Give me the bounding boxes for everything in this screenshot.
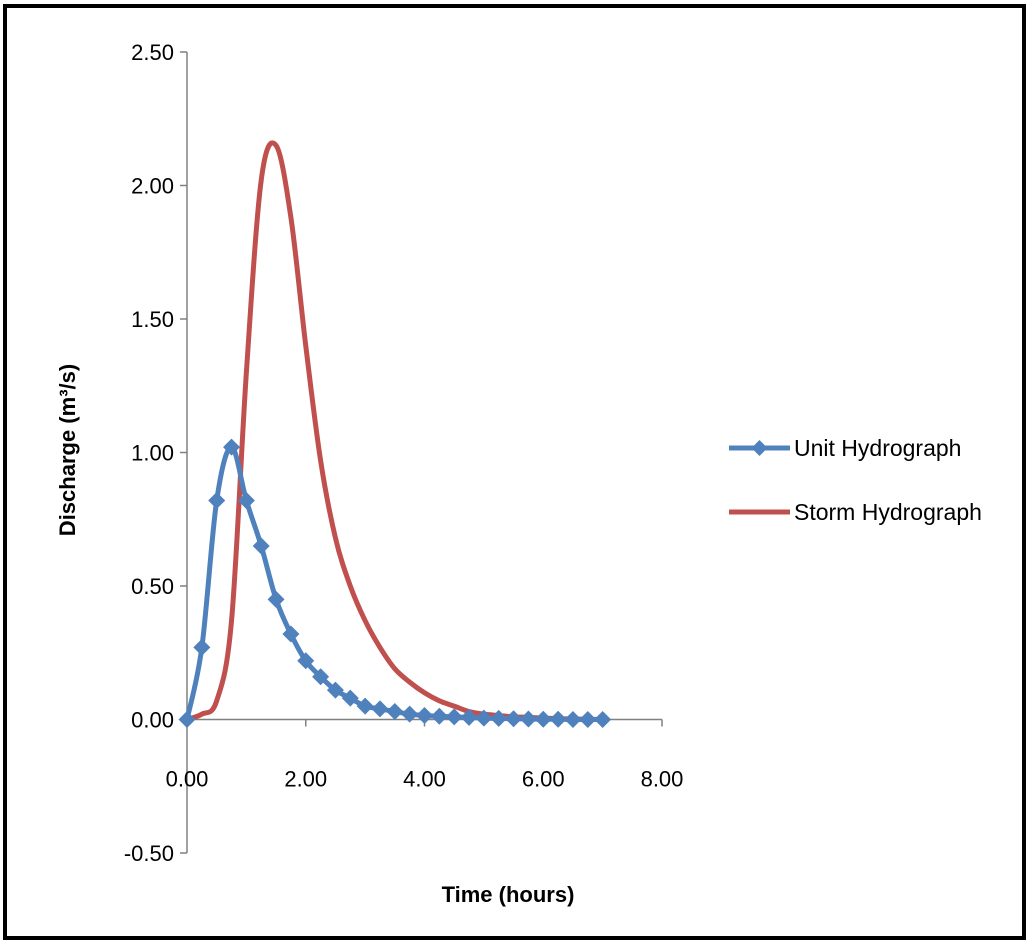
series-layer (178, 140, 612, 728)
data-point-diamond (549, 710, 567, 728)
data-point-diamond (416, 706, 433, 724)
x-tick-label: 4.00 (403, 767, 446, 792)
data-point-diamond (475, 709, 493, 727)
data-point-diamond (297, 652, 315, 670)
data-point-diamond (594, 711, 612, 728)
data-point-diamond (371, 700, 389, 718)
x-ticks: 0.00 2.00 4.00 6.00 8.00 (166, 719, 684, 792)
legend-label-storm-hydrograph: Storm Hydrograph (794, 499, 982, 525)
x-tick-label: 6.00 (522, 767, 565, 792)
data-point-diamond (401, 705, 419, 723)
data-point-diamond (579, 711, 597, 728)
y-tick-label: 1.00 (131, 441, 174, 466)
y-tick-label: 0.00 (131, 708, 174, 733)
legend-entry-storm-hydrograph: Storm Hydrograph (729, 499, 982, 525)
data-point-diamond (178, 711, 196, 728)
data-point-diamond (386, 702, 404, 720)
x-tick-label: 0.00 (166, 767, 209, 792)
y-axis-title: Discharge (m³/s) (55, 364, 80, 536)
y-tick-label: -0.50 (124, 841, 174, 866)
data-point-diamond (312, 668, 330, 686)
series-line-storm-hydrograph (184, 140, 606, 722)
data-point-diamond (237, 492, 255, 510)
data-point-diamond (445, 708, 463, 726)
y-ticks: 2.50 2.00 1.50 1.00 0.50 0.00 -0.50 (124, 40, 187, 866)
data-point-diamond (193, 638, 211, 656)
y-tick-label: 2.50 (131, 40, 174, 65)
data-point-diamond (223, 438, 241, 456)
data-point-diamond (356, 697, 374, 715)
data-point-diamond (460, 708, 478, 726)
data-point-diamond (208, 492, 226, 510)
data-point-diamond (490, 709, 508, 727)
y-tick-label: 2.00 (131, 174, 174, 199)
series-line-unit-hydrograph (184, 444, 606, 723)
data-point-diamond (519, 710, 537, 728)
data-point-diamond (252, 537, 270, 555)
chart-frame (3, 4, 1026, 940)
series-unit-hydrograph (178, 438, 612, 728)
data-point-diamond (505, 710, 523, 728)
data-point-diamond (430, 707, 448, 725)
x-tick-label: 2.00 (284, 767, 327, 792)
data-point-diamond (267, 590, 285, 608)
legend-label-unit-hydrograph: Unit Hydrograph (794, 435, 961, 461)
legend: Unit Hydrograph Storm Hydrograph (729, 435, 982, 525)
legend-marker-diamond (751, 440, 768, 456)
x-tick-label: 8.00 (641, 767, 684, 792)
data-point-diamond (326, 681, 344, 699)
data-point-diamond (341, 689, 359, 707)
data-point-diamond (534, 710, 552, 728)
data-point-diamond (564, 711, 582, 728)
data-point-diamond (282, 625, 300, 643)
axes: 2.50 2.00 1.50 1.00 0.50 0.00 -0.50 0.00 2.00 4.… (124, 40, 684, 866)
series-storm-hydrograph (184, 140, 606, 722)
y-tick-label: 0.50 (131, 574, 174, 599)
legend-entry-unit-hydrograph: Unit Hydrograph (729, 435, 961, 461)
y-tick-label: 1.50 (131, 307, 174, 332)
x-axis-title: Time (hours) (442, 882, 575, 907)
